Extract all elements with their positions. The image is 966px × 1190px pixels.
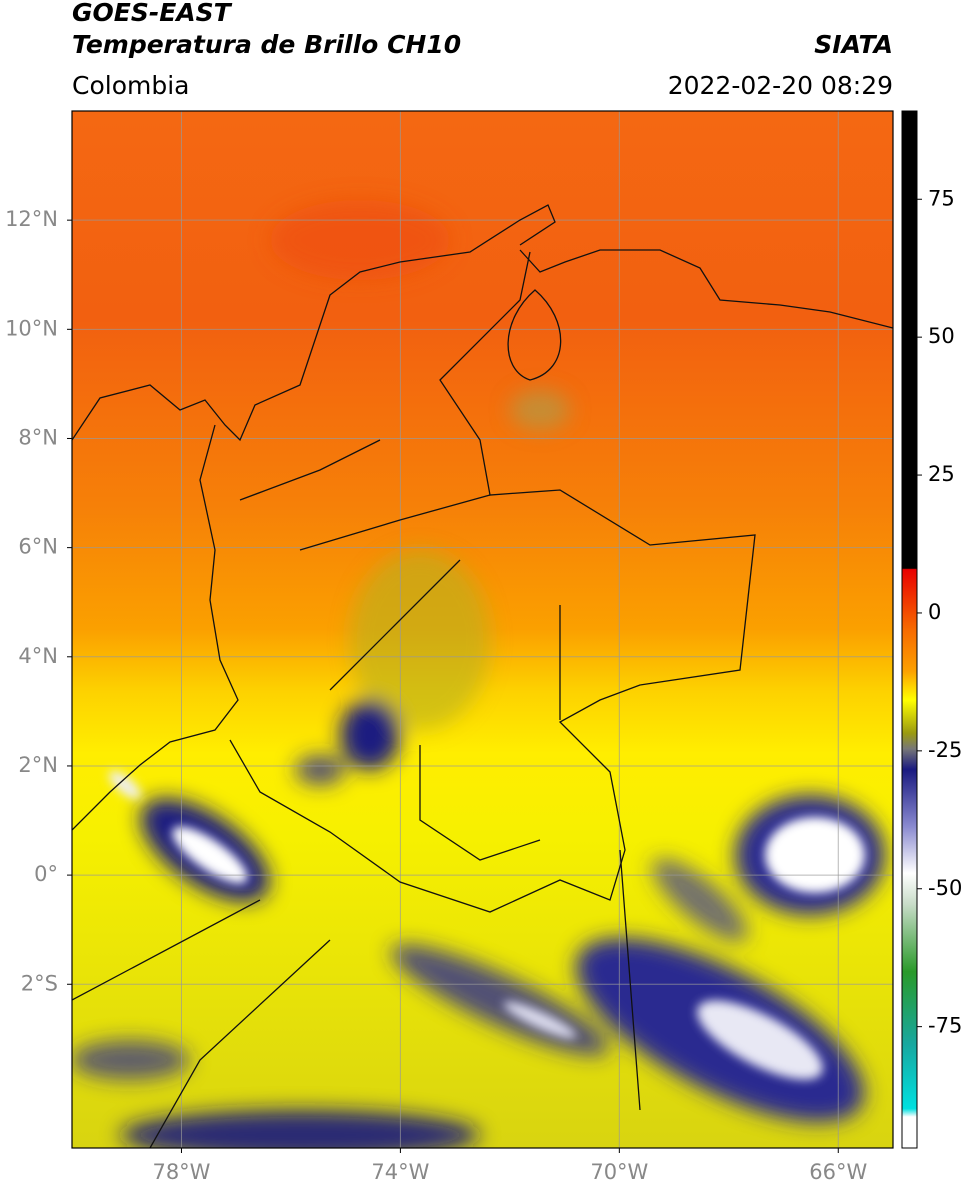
- graticule: [72, 111, 893, 1148]
- cold-cloud: [652, 858, 748, 942]
- borders: [72, 204, 893, 1148]
- y-tick-label: 6°N: [18, 535, 58, 559]
- colorbar-tick-label: 0: [928, 600, 941, 624]
- warm-patch: [270, 200, 450, 280]
- colorbar-tick-label: -25: [928, 738, 962, 762]
- y-tick-label: 4°N: [18, 644, 58, 668]
- colorbar-tick-label: -75: [928, 1014, 962, 1038]
- colorbar: [901, 110, 918, 1149]
- coastline: [519, 249, 893, 329]
- title: GOES-EAST: [72, 0, 233, 27]
- cloud-tops: [108, 770, 865, 1080]
- cloud-top: [172, 826, 248, 884]
- colorbar-tick-label: 75: [928, 186, 955, 210]
- region: Colombia: [72, 71, 189, 100]
- coastline: [72, 424, 239, 831]
- y-tick-label: 0°: [34, 862, 58, 886]
- subtitle: Temperatura de Brillo CH10: [72, 30, 461, 59]
- y-tick-label: 2°S: [21, 971, 58, 995]
- colorbar-tick-label: -50: [928, 876, 962, 900]
- y-tick-label: 2°N: [18, 753, 58, 777]
- x-tick-label: 70°W: [590, 1160, 648, 1184]
- olive-patch: [510, 390, 570, 430]
- coastline: [72, 204, 556, 442]
- olive-patch: [350, 550, 490, 730]
- national-border: [229, 251, 756, 913]
- cold-cloud: [295, 755, 345, 785]
- x-tick-label: 78°W: [152, 1160, 210, 1184]
- cloud-top: [765, 817, 865, 893]
- credit: SIATA: [814, 30, 893, 59]
- cloud-top: [503, 1001, 577, 1039]
- department-border: [72, 439, 641, 1148]
- colorbar-tick-label: 50: [928, 324, 955, 348]
- y-tick-label: 10°N: [5, 316, 58, 340]
- map-frame: [71, 110, 894, 1149]
- x-tick-label: 74°W: [371, 1160, 429, 1184]
- y-tick-label: 12°N: [5, 207, 58, 231]
- cloud-top: [697, 1000, 823, 1080]
- map-image: [72, 111, 893, 1148]
- cold-cloud: [120, 1110, 480, 1148]
- x-tick-label: 66°W: [809, 1160, 867, 1184]
- timestamp: 2022-02-20 08:29: [668, 71, 893, 100]
- lake: [507, 289, 562, 381]
- cloud-top: [108, 770, 142, 800]
- cold-cloud: [72, 1040, 190, 1080]
- cold-cloud: [340, 700, 400, 770]
- colorbar-tick-label: 25: [928, 462, 955, 486]
- y-tick-label: 8°N: [18, 425, 58, 449]
